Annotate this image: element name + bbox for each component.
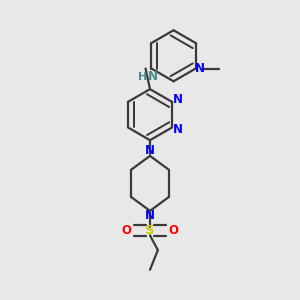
Text: O: O	[122, 224, 131, 237]
Text: S: S	[145, 224, 155, 237]
Text: H: H	[138, 72, 148, 82]
Text: N: N	[195, 62, 205, 75]
Text: N: N	[173, 123, 183, 136]
Text: O: O	[169, 224, 178, 237]
Text: N: N	[173, 93, 183, 106]
Text: N: N	[148, 70, 158, 83]
Text: N: N	[145, 145, 155, 158]
Text: N: N	[145, 209, 155, 222]
